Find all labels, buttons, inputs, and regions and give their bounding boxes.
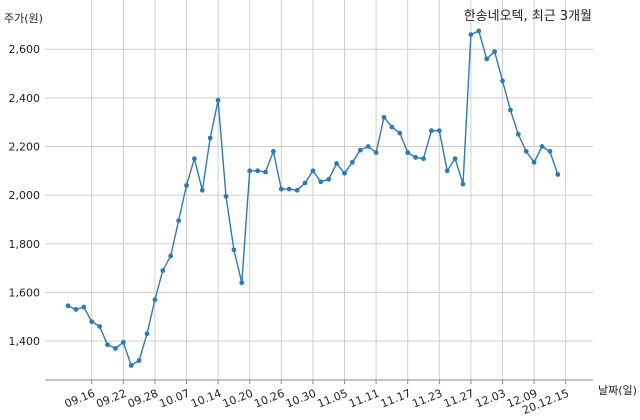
y-tick-label: 1,800	[9, 238, 41, 251]
data-point	[547, 148, 553, 154]
y-tick-label: 1,400	[9, 335, 41, 348]
data-point	[357, 147, 363, 153]
data-point	[73, 307, 79, 312]
x-tick-label: 10.07	[158, 387, 192, 411]
data-point	[120, 339, 126, 345]
data-point	[318, 179, 324, 185]
data-point	[263, 169, 268, 175]
data-point	[350, 159, 355, 165]
data-point	[365, 144, 371, 149]
data-point	[452, 156, 458, 162]
y-tick-label: 2,200	[9, 140, 41, 153]
data-point	[444, 168, 450, 174]
data-point	[223, 193, 229, 199]
data-point	[65, 303, 71, 309]
x-tick-label: 11.05	[316, 387, 350, 411]
data-point	[397, 130, 403, 136]
data-point	[278, 186, 284, 192]
data-point	[176, 218, 182, 224]
y-tick-label: 2,600	[9, 43, 41, 56]
x-tick-label: 09.16	[63, 387, 97, 411]
data-point	[207, 135, 213, 141]
data-point	[468, 32, 474, 37]
data-point	[192, 156, 197, 162]
data-point	[381, 114, 387, 120]
data-point	[302, 180, 308, 186]
data-point	[239, 280, 245, 286]
data-point	[199, 187, 205, 193]
y-tick-labels: 1,400 1,600 1,800 2,000 2,200 2,400 2,600	[9, 43, 41, 348]
data-point	[484, 56, 490, 62]
data-point	[460, 181, 466, 187]
data-point	[326, 176, 332, 182]
x-tick-label: 11.27	[442, 387, 476, 411]
data-point	[105, 342, 110, 348]
y-tick-label: 1,600	[9, 286, 41, 299]
data-point	[271, 148, 276, 154]
data-point	[286, 186, 292, 192]
x-axis-label: 날짜(일)	[598, 383, 637, 397]
data-point	[413, 155, 418, 160]
x-tick-label: 11.17	[379, 387, 413, 411]
x-tick-label: 10.14	[189, 387, 223, 411]
y-tick-label: 2,000	[9, 189, 41, 202]
data-point	[144, 331, 150, 337]
data-point	[500, 78, 505, 84]
data-point	[508, 107, 513, 113]
data-point	[523, 148, 529, 154]
data-point	[294, 187, 300, 193]
chart-title: 한송네오텍, 최근 3개월	[464, 9, 592, 24]
x-tick-labels: 09.1609.2209.2810.0710.1410.2010.2610.30…	[63, 387, 571, 417]
data-point	[168, 253, 174, 259]
y-axis-label: 주가(원)	[4, 12, 43, 25]
data-point	[539, 144, 545, 149]
grid-lines	[45, 0, 593, 384]
data-point	[136, 358, 142, 363]
price-series-points	[65, 28, 561, 368]
x-tick-label: 10.26	[252, 387, 286, 411]
x-tick-label: 10.20	[221, 387, 255, 411]
data-point	[128, 363, 134, 368]
data-point	[405, 150, 411, 155]
data-point	[113, 345, 118, 351]
data-point	[160, 268, 166, 273]
y-tick-label: 2,400	[9, 92, 41, 105]
data-point	[555, 172, 561, 177]
data-point	[373, 150, 379, 155]
x-tick-label: 09.22	[94, 387, 128, 411]
data-point	[515, 131, 521, 137]
x-tick-label: 11.11	[347, 387, 381, 411]
data-point	[97, 324, 102, 329]
data-point	[81, 304, 87, 310]
x-tick-label: 12.03	[474, 387, 508, 411]
data-point	[247, 168, 253, 174]
data-point	[255, 168, 260, 174]
x-tick-label: 09.28	[126, 387, 160, 411]
data-point	[421, 156, 426, 162]
data-point	[152, 297, 158, 303]
x-tick-label: 10.30	[284, 387, 318, 411]
data-point	[389, 124, 395, 130]
data-point	[231, 247, 237, 253]
data-point	[334, 161, 339, 166]
data-point	[531, 159, 537, 165]
data-point	[429, 128, 434, 134]
data-point	[89, 319, 95, 325]
data-point	[436, 128, 442, 134]
data-point	[184, 183, 189, 188]
x-tick-label: 11.23	[410, 387, 444, 411]
data-point	[492, 49, 497, 55]
data-point	[342, 170, 347, 176]
data-point	[476, 28, 482, 34]
data-point	[310, 168, 316, 174]
data-point	[215, 97, 221, 103]
